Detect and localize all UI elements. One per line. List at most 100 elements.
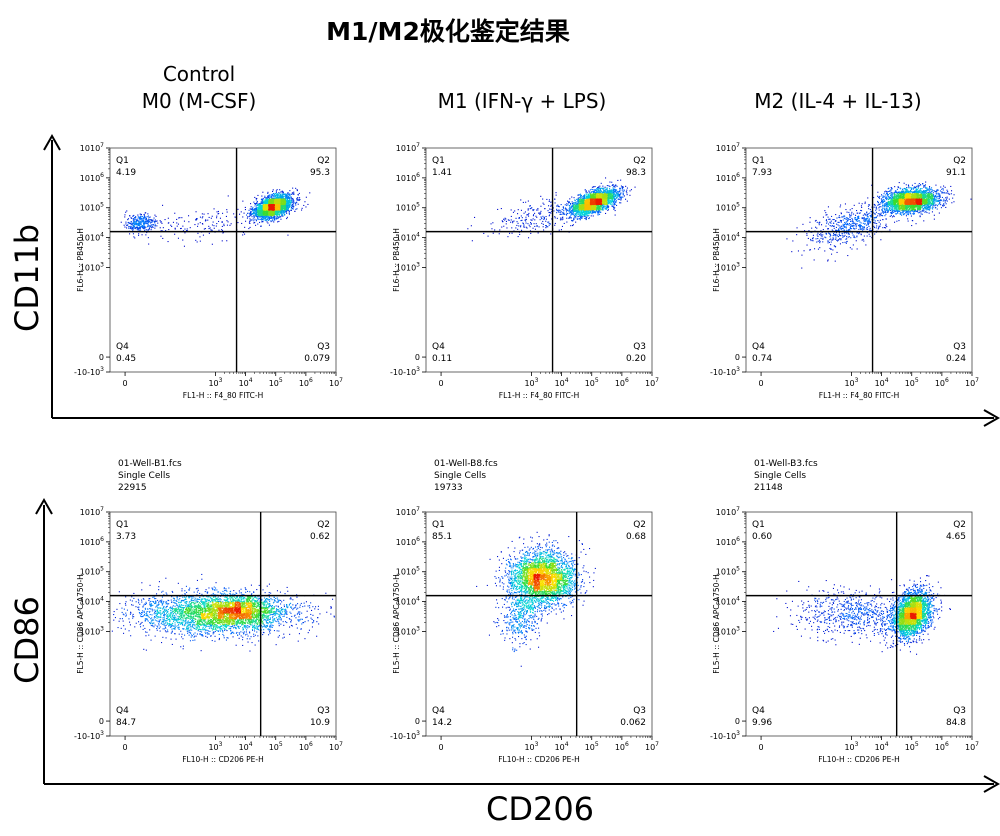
event-dot — [611, 195, 613, 197]
event-dot — [582, 207, 584, 209]
event-dot — [265, 210, 267, 212]
event-dot — [540, 216, 542, 218]
event-dot — [564, 204, 566, 206]
event-dot — [596, 206, 598, 208]
event-dot — [289, 203, 291, 205]
event-dot — [626, 194, 628, 196]
event-dot — [525, 216, 527, 218]
event-dot — [586, 214, 588, 216]
event-dot — [135, 227, 137, 229]
row2-y-arrow-head — [35, 497, 53, 515]
event-dot — [210, 217, 212, 219]
event-dot — [576, 212, 578, 214]
event-dot — [260, 211, 262, 213]
event-dot — [265, 200, 267, 202]
event-dot — [572, 212, 574, 214]
event-dot — [255, 208, 257, 210]
event-dot — [516, 224, 518, 226]
event-dot — [134, 218, 136, 220]
event-dot — [258, 214, 260, 216]
event-dot — [143, 224, 145, 226]
event-dot — [242, 232, 244, 234]
event-dot — [599, 208, 601, 210]
event-dot — [265, 206, 267, 208]
event-dot — [562, 206, 564, 208]
event-dot — [139, 227, 141, 229]
event-dot — [520, 220, 522, 222]
event-dot — [589, 210, 591, 212]
event-dot — [280, 206, 282, 208]
event-dot — [595, 189, 597, 191]
event-dot — [620, 192, 622, 194]
event-dot — [288, 213, 290, 215]
event-dot — [295, 187, 297, 189]
event-dot — [584, 195, 586, 197]
event-dot — [593, 196, 595, 198]
event-dot — [133, 220, 135, 222]
event-dot — [603, 188, 605, 190]
event-dot — [138, 220, 140, 222]
event-dot — [590, 194, 592, 196]
event-dot — [279, 196, 281, 198]
event-dot — [252, 206, 254, 208]
event-dot — [281, 210, 283, 212]
event-dot — [265, 201, 267, 203]
event-dot — [283, 198, 285, 200]
event-dot — [180, 228, 182, 230]
event-dot — [608, 192, 610, 194]
event-dot — [591, 186, 593, 188]
event-dot — [247, 216, 249, 218]
event-dot — [607, 193, 609, 195]
event-dot — [623, 195, 625, 197]
event-dot — [600, 211, 602, 213]
event-dot — [587, 195, 589, 197]
event-dot — [205, 219, 207, 221]
event-dot — [223, 223, 225, 225]
event-dot — [560, 210, 562, 212]
event-dot — [195, 211, 197, 213]
event-dot — [282, 200, 284, 202]
event-dot — [573, 202, 575, 204]
event-dot — [130, 221, 132, 223]
event-dot — [284, 198, 286, 200]
event-dot — [576, 201, 578, 203]
event-dot — [591, 188, 593, 190]
event-dot — [284, 203, 286, 205]
event-dot — [290, 196, 292, 198]
event-dot — [268, 210, 270, 212]
event-dot — [610, 201, 612, 203]
event-dot — [592, 194, 594, 196]
event-dot — [536, 216, 538, 218]
event-dot — [588, 214, 590, 216]
event-dot — [273, 205, 275, 207]
event-dot — [132, 226, 134, 228]
event-dot — [612, 196, 614, 198]
event-dot — [260, 215, 262, 217]
event-dot — [250, 212, 252, 214]
event-dot — [594, 186, 596, 188]
event-dot — [273, 210, 275, 212]
y-tick-label: -10-103 — [74, 366, 104, 377]
event-dot — [178, 217, 180, 219]
event-dot — [273, 201, 275, 203]
event-dot — [132, 229, 134, 231]
event-dot — [267, 203, 269, 205]
event-dot — [252, 212, 254, 214]
event-dot — [249, 214, 251, 216]
event-dot — [271, 217, 273, 219]
event-dot — [271, 200, 273, 202]
event-dot — [522, 201, 524, 203]
event-dot — [543, 203, 545, 205]
event-dot — [267, 207, 269, 209]
event-dot — [585, 196, 587, 198]
event-dot — [289, 190, 291, 192]
event-dot — [268, 207, 270, 209]
event-dot — [143, 227, 145, 229]
event-dot — [615, 201, 617, 203]
event-dot — [284, 195, 286, 197]
event-dot — [274, 195, 276, 197]
event-dot — [204, 220, 206, 222]
event-dot — [150, 229, 152, 231]
event-dot — [277, 196, 279, 198]
event-dot — [522, 223, 524, 225]
